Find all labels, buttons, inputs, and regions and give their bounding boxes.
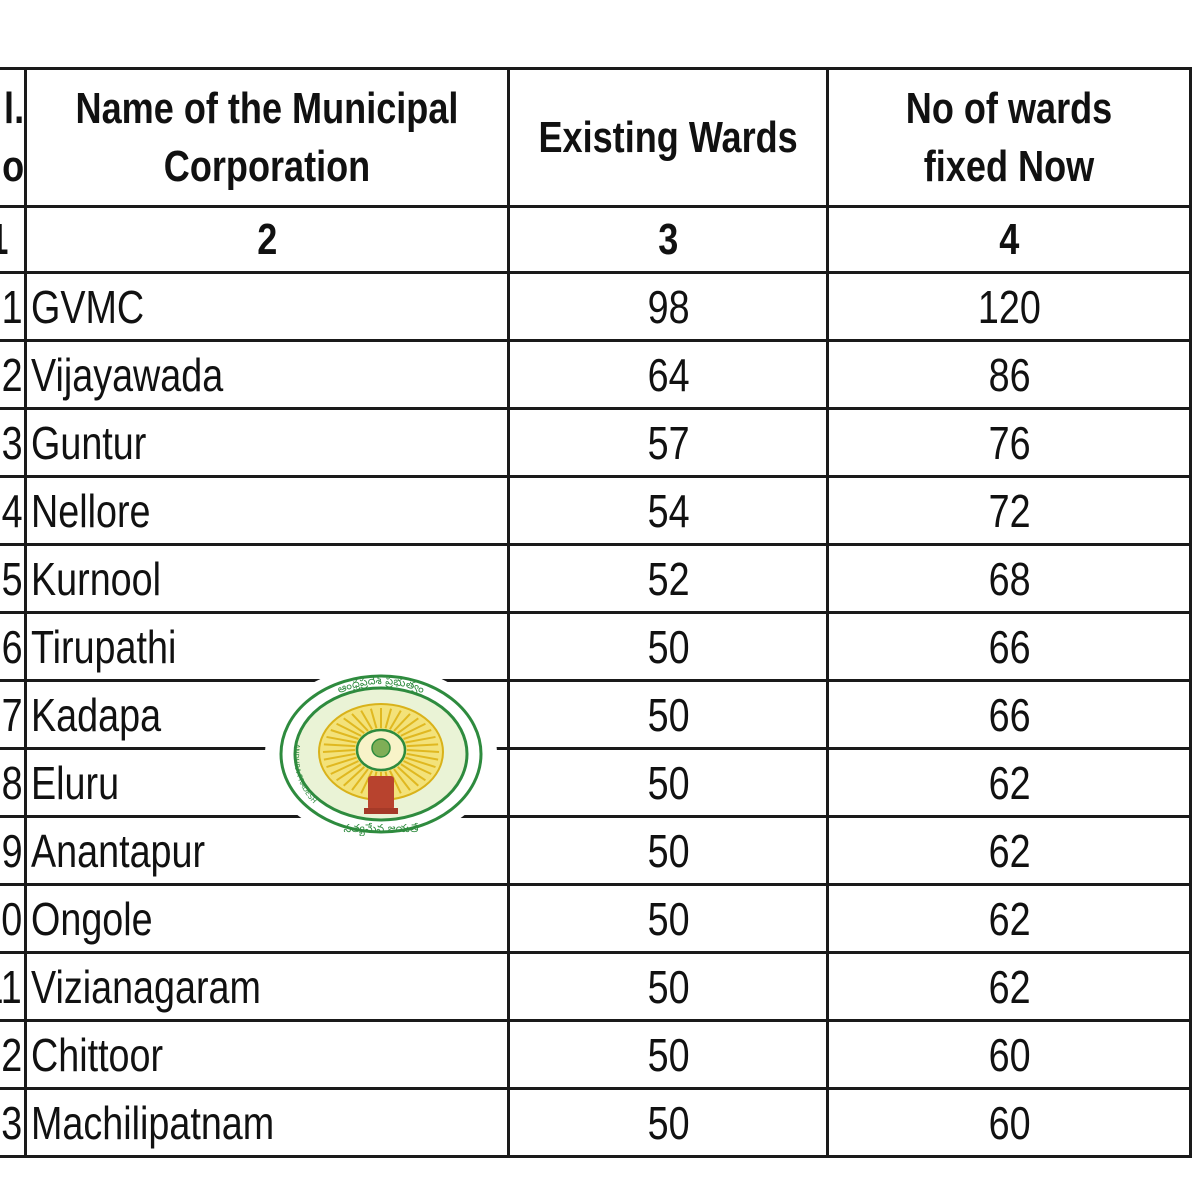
- table-row: 7 Kadapa 50 66: [0, 679, 1193, 750]
- table-row: 6 Tirupathi 50 66: [0, 611, 1193, 682]
- table-row: 1 GVMC 98 120: [0, 271, 1193, 342]
- wards-fixed-cell: 68: [826, 543, 1193, 614]
- table-row: 3 Guntur 57 76: [0, 407, 1193, 478]
- table-row: 2 Vijayawada 64 86: [0, 339, 1193, 410]
- table-row: 9 Anantapur 50 62: [0, 815, 1193, 886]
- corporation-name-cell: Ongole: [24, 883, 511, 954]
- andhra-pradesh-state-emblem-icon: ఆంధ్రప్రదేశ్ ప్రభుత్వం ANDHRA PRADESH సత…: [279, 674, 483, 836]
- header-existing-wards: Existing Wards: [507, 67, 830, 208]
- sl-no-cell: 5: [0, 543, 28, 614]
- existing-wards-cell: 50: [507, 815, 830, 886]
- corporation-name-cell: Machilipatnam: [24, 1087, 511, 1158]
- table-row: 4 Nellore 54 72: [0, 475, 1193, 546]
- wards-fixed-cell: 62: [826, 815, 1193, 886]
- existing-wards-cell: 50: [507, 1087, 830, 1158]
- header-sl-no: l.lo: [0, 67, 28, 208]
- column-number: 4: [826, 205, 1193, 274]
- wards-fixed-cell: 120: [826, 271, 1193, 342]
- emblem-motto: సత్యమేవ జయతే: [344, 822, 419, 836]
- corporation-name-cell: Nellore: [24, 475, 511, 546]
- corporation-name-cell: Tirupathi: [24, 611, 511, 682]
- existing-wards-cell: 50: [507, 747, 830, 818]
- existing-wards-cell: 50: [507, 611, 830, 682]
- table-row: 13Machilipatnam5060: [0, 1087, 1193, 1158]
- wards-table: l.lo Name of the Municipal Corporation E…: [0, 67, 1193, 1158]
- state-emblem: ఆంధ్రప్రదేశ్ ప్రభుత్వం ANDHRA PRADESH సత…: [265, 666, 497, 842]
- wards-fixed-cell: 72: [826, 475, 1193, 546]
- table-row: 5 Kurnool 52 68: [0, 543, 1193, 614]
- header-corporation-name: Name of the Municipal Corporation: [24, 67, 511, 208]
- table-row: 8 Eluru 50 62: [0, 747, 1193, 818]
- column-number: 2: [24, 205, 511, 274]
- table-body: 1 GVMC 98 120 2 Vijayawada 64 86 3 Guntur 57 76 4 Nel…: [0, 271, 1193, 1158]
- wards-fixed-cell: 66: [826, 679, 1193, 750]
- table-header-row: l.lo Name of the Municipal Corporation E…: [0, 67, 1193, 208]
- wards-fixed-cell: 62: [826, 883, 1193, 954]
- wards-fixed-cell: 86: [826, 339, 1193, 410]
- existing-wards-cell: 52: [507, 543, 830, 614]
- corporation-name-cell: Vijayawada: [24, 339, 511, 410]
- sl-no-cell: 9: [0, 815, 28, 886]
- corporation-name-cell: Vizianagaram: [24, 951, 511, 1022]
- column-number: 3: [507, 205, 830, 274]
- wards-fixed-cell: 60: [826, 1087, 1193, 1158]
- table-row: 11Vizianagaram5062: [0, 951, 1193, 1022]
- wards-fixed-cell: 62: [826, 747, 1193, 818]
- sl-no-cell: 12: [0, 1019, 28, 1090]
- sl-no-cell: 11: [0, 951, 28, 1022]
- corporation-name-cell: Chittoor: [24, 1019, 511, 1090]
- sl-no-cell: 4: [0, 475, 28, 546]
- existing-wards-cell: 50: [507, 1019, 830, 1090]
- sl-no-cell: 1: [0, 271, 28, 342]
- column-number: 1: [0, 205, 28, 274]
- existing-wards-cell: 54: [507, 475, 830, 546]
- wards-fixed-cell: 66: [826, 611, 1193, 682]
- existing-wards-cell: 98: [507, 271, 830, 342]
- sl-no-cell: 2: [0, 339, 28, 410]
- sl-no-cell: 13: [0, 1087, 28, 1158]
- sl-no-cell: 7: [0, 679, 28, 750]
- existing-wards-cell: 50: [507, 883, 830, 954]
- corporation-name-cell: Kurnool: [24, 543, 511, 614]
- column-number-row: 1 2 3 4: [0, 205, 1193, 274]
- sl-no-cell: 10: [0, 883, 28, 954]
- wards-fixed-cell: 76: [826, 407, 1193, 478]
- existing-wards-cell: 50: [507, 951, 830, 1022]
- table-row: 10Ongole5062: [0, 883, 1193, 954]
- header-wards-fixed-now: No of wards fixed Now: [826, 67, 1193, 208]
- corporation-name-cell: GVMC: [24, 271, 511, 342]
- wards-fixed-cell: 62: [826, 951, 1193, 1022]
- existing-wards-cell: 50: [507, 679, 830, 750]
- wards-fixed-cell: 60: [826, 1019, 1193, 1090]
- corporation-name-cell: Guntur: [24, 407, 511, 478]
- table-row: 12Chittoor5060: [0, 1019, 1193, 1090]
- sl-no-cell: 8: [0, 747, 28, 818]
- sl-no-cell: 6: [0, 611, 28, 682]
- sl-no-cell: 3: [0, 407, 28, 478]
- existing-wards-cell: 64: [507, 339, 830, 410]
- existing-wards-cell: 57: [507, 407, 830, 478]
